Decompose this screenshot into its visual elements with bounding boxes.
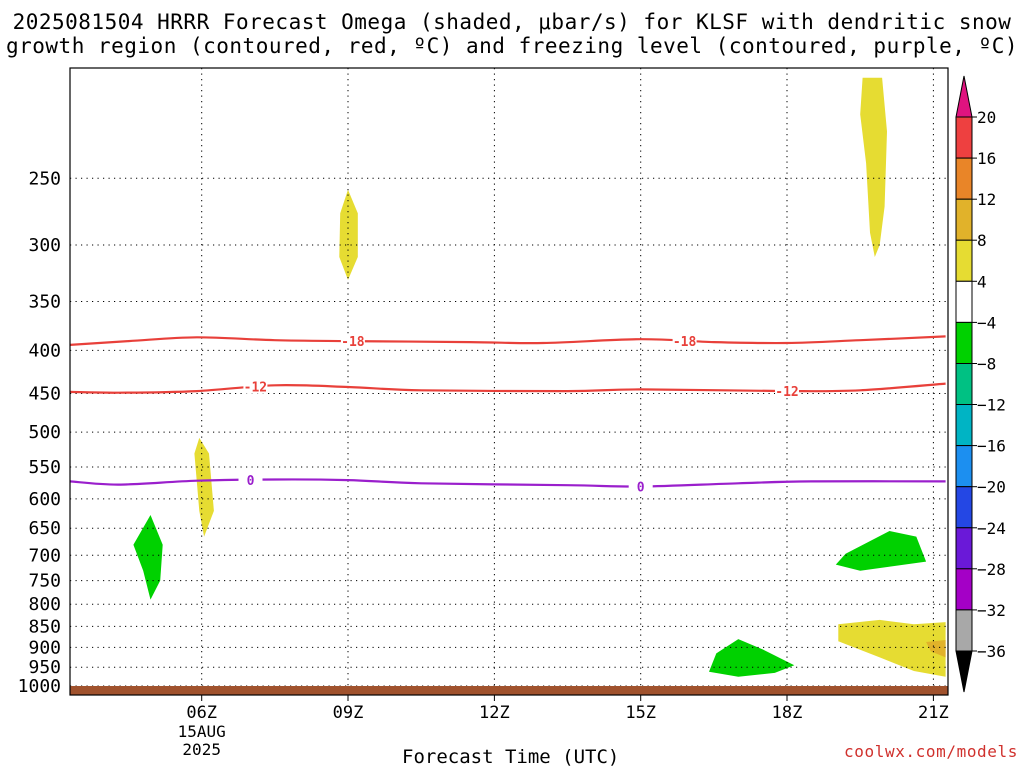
colorbar-tick-label: −12 bbox=[977, 396, 1006, 415]
contour-label-bg bbox=[340, 334, 365, 349]
colorbar-bin bbox=[955, 157, 973, 200]
contour-label-bg bbox=[672, 333, 697, 348]
contour-line-0 bbox=[70, 478, 946, 488]
contour-line--18 bbox=[70, 335, 946, 346]
y-tick-label: 400 bbox=[28, 340, 61, 361]
colorbar-tick-label: −4 bbox=[977, 313, 996, 332]
omega-area-7 bbox=[835, 531, 927, 571]
y-axis: 2503003504004505005506006507007508008509… bbox=[18, 168, 61, 697]
omega-area-4 bbox=[838, 619, 946, 677]
omega-area-1 bbox=[860, 77, 887, 257]
y-tick-label: 950 bbox=[28, 657, 61, 678]
colorbar-bin bbox=[955, 527, 973, 570]
x-tick-label: 18Z bbox=[772, 703, 803, 723]
colorbar-cap-bottom bbox=[955, 650, 973, 693]
colorbar-bin bbox=[955, 280, 973, 323]
x-tick-sublabel: 15AUG bbox=[178, 722, 226, 741]
colorbar-bin bbox=[955, 568, 973, 611]
y-tick-label: 700 bbox=[28, 545, 61, 566]
chart-title-line-1: 2025081504 HRRR Forecast Omega (shaded, … bbox=[12, 10, 1012, 34]
contour-label: 0 bbox=[637, 481, 645, 496]
colorbar-tick-label: 16 bbox=[977, 149, 996, 168]
colorbar-tick-label: 4 bbox=[977, 272, 987, 291]
contour-layer: -18 -18 -12 -12 0 0 bbox=[70, 333, 946, 496]
colorbar-tick-label: −20 bbox=[977, 478, 1006, 497]
plot-frame bbox=[69, 67, 949, 696]
x-tick-label: 09Z bbox=[333, 703, 364, 723]
colorbar-bin bbox=[955, 609, 973, 652]
y-tick-label: 450 bbox=[28, 384, 61, 405]
omega-area-2 bbox=[339, 189, 358, 280]
contour-label: -18 bbox=[673, 335, 697, 350]
x-axis-title: Forecast Time (UTC) bbox=[402, 746, 620, 768]
y-tick-label: 300 bbox=[28, 235, 61, 256]
contour-label-bg bbox=[628, 479, 653, 494]
colorbar-tick-label: −28 bbox=[977, 560, 1006, 579]
colorbar-bin bbox=[955, 404, 973, 447]
y-tick-label: 1000 bbox=[18, 676, 61, 697]
y-tick-label: 250 bbox=[28, 168, 61, 189]
contour-line--12 bbox=[70, 382, 946, 394]
y-tick-label: 350 bbox=[28, 292, 61, 313]
x-tick-sublabel: 2025 bbox=[182, 740, 221, 759]
site-credit: coolwx.com/models bbox=[844, 742, 1018, 761]
y-tick-label: 750 bbox=[28, 571, 61, 592]
colorbar-bin bbox=[955, 363, 973, 406]
colorbar-tick-label: −24 bbox=[977, 519, 1006, 538]
colorbar-tick-label: −32 bbox=[977, 601, 1006, 620]
omega-area-8 bbox=[709, 639, 795, 677]
x-tick-label: 15Z bbox=[625, 703, 656, 723]
y-tick-label: 500 bbox=[28, 422, 61, 443]
contour-label: 0 bbox=[247, 474, 255, 489]
colorbar-tick-label: 8 bbox=[977, 231, 987, 250]
ground-layer bbox=[70, 686, 948, 695]
contour-label: -18 bbox=[341, 335, 365, 350]
colorbar-tick-label: −36 bbox=[977, 642, 1006, 661]
contour-label-bg bbox=[238, 472, 263, 487]
colorbar-bin bbox=[955, 198, 973, 241]
colorbar-cap-top bbox=[955, 75, 973, 118]
y-tick-label: 850 bbox=[28, 616, 61, 637]
x-tick-label: 21Z bbox=[918, 703, 949, 723]
colorbar-tick-label: −16 bbox=[977, 437, 1006, 456]
y-tick-label: 900 bbox=[28, 637, 61, 658]
colorbar-bin bbox=[955, 486, 973, 529]
colorbar-bin bbox=[955, 239, 973, 282]
contour-label: -12 bbox=[244, 381, 267, 396]
x-tick-label: 12Z bbox=[479, 703, 510, 723]
colorbar-tick-label: 12 bbox=[977, 190, 996, 209]
x-tick-label: 06Z bbox=[186, 703, 217, 723]
omega-colorbar: 20 16 12 8 4 −4 −8 −12 −16 −20 −24 −28 −32 −36 bbox=[955, 75, 1006, 693]
colorbar-bin bbox=[955, 445, 973, 488]
y-tick-label: 550 bbox=[28, 457, 61, 478]
chart-title-line-2: growth region (contoured, red, ºC) and f… bbox=[5, 34, 1019, 58]
contour-label: -12 bbox=[775, 385, 798, 400]
omega-area-3 bbox=[194, 437, 214, 537]
omega-area-5 bbox=[926, 640, 946, 658]
colorbar-bin bbox=[955, 116, 973, 159]
omega-area-6 bbox=[133, 515, 163, 600]
contour-label-bg bbox=[243, 379, 268, 394]
y-tick-label: 600 bbox=[28, 489, 61, 510]
grid-layer bbox=[70, 68, 948, 695]
colorbar-tick-label: −8 bbox=[977, 355, 996, 374]
contour-label-bg bbox=[775, 384, 799, 399]
omega-shading-layer bbox=[133, 77, 946, 677]
colorbar-tick-label: 20 bbox=[977, 108, 996, 127]
y-tick-label: 650 bbox=[28, 518, 61, 539]
colorbar-bin bbox=[955, 321, 973, 364]
y-tick-label: 800 bbox=[28, 594, 61, 615]
ground-fill bbox=[70, 686, 948, 695]
